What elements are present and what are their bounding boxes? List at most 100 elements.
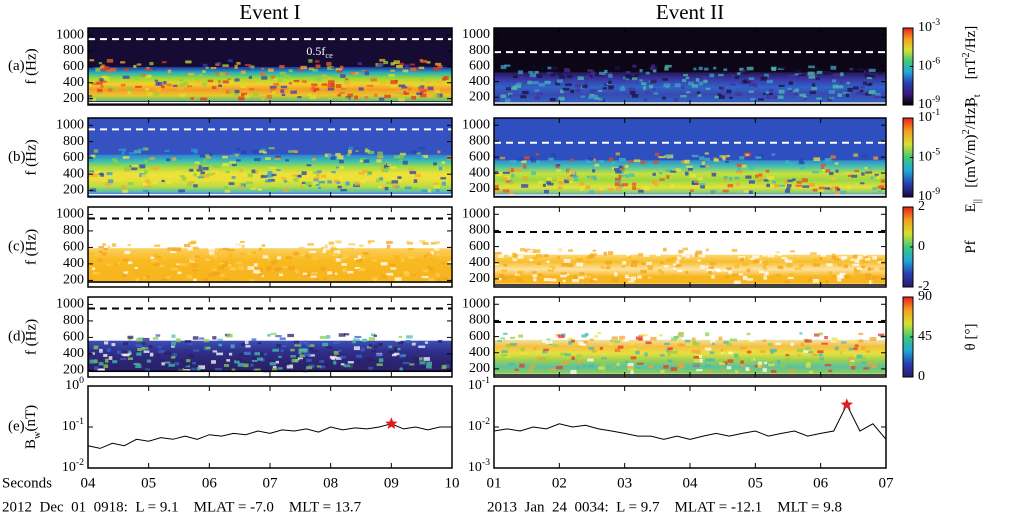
speckle (555, 164, 560, 169)
speckle (209, 254, 217, 259)
speckle (711, 342, 715, 346)
speckle (723, 68, 728, 72)
speckle (253, 263, 258, 267)
speckle (314, 180, 319, 184)
speckle (739, 81, 743, 85)
speckle (240, 85, 247, 89)
speckle (230, 267, 236, 271)
speckle (418, 146, 425, 150)
speckle (589, 279, 597, 283)
speckle (700, 247, 705, 251)
speckle (321, 247, 325, 250)
speckle (843, 264, 848, 269)
speckle (236, 159, 241, 162)
speckle (559, 75, 566, 79)
speckle (869, 82, 873, 86)
speckle (824, 364, 832, 367)
speckle (529, 73, 537, 78)
speckle (517, 157, 524, 161)
speckle (199, 173, 203, 177)
speckle (287, 333, 294, 338)
speckle (378, 185, 383, 189)
speckle (816, 70, 823, 74)
speckle (730, 338, 738, 342)
speckle (837, 277, 842, 282)
speckle (519, 75, 524, 80)
speckle (433, 184, 441, 189)
speckle (300, 184, 304, 189)
speckle (706, 268, 714, 273)
speckle (248, 65, 255, 69)
speckle (558, 334, 565, 339)
speckle (844, 275, 850, 279)
speckle (215, 367, 222, 372)
speckle (543, 254, 549, 258)
speckle (758, 361, 763, 365)
speckle (235, 335, 243, 340)
speckle (187, 341, 193, 346)
speckle (862, 81, 868, 85)
speckle (231, 176, 236, 179)
speckle (335, 153, 341, 157)
speckle (803, 349, 810, 353)
speckle (714, 95, 719, 99)
speckle (440, 262, 446, 265)
speckle (860, 182, 865, 185)
speckle (630, 356, 637, 360)
speckle (592, 249, 597, 252)
speckle (625, 74, 630, 78)
speckle (859, 89, 864, 93)
speckle (594, 335, 598, 338)
speckle (800, 166, 806, 170)
speckle (301, 171, 307, 176)
speckle (225, 67, 230, 71)
colorbar-label-part: E (963, 203, 979, 212)
speckle (98, 368, 106, 373)
speckle (500, 65, 507, 70)
speckle (743, 70, 750, 75)
speckle (218, 343, 223, 347)
speckle (563, 258, 571, 263)
speckle (663, 265, 669, 268)
speckle (122, 75, 130, 79)
speckle (247, 266, 255, 270)
speckle (440, 177, 447, 180)
speckle (626, 366, 633, 369)
speckle (676, 256, 681, 260)
speckle (247, 173, 254, 178)
speckle (731, 248, 738, 252)
speckle (874, 92, 881, 96)
speckle (228, 253, 233, 258)
speckle (333, 250, 341, 254)
speckle (815, 77, 820, 80)
speckle (703, 79, 708, 84)
speckle (418, 345, 426, 348)
speckle (799, 93, 806, 97)
speckle (494, 252, 502, 255)
speckle (423, 255, 428, 258)
speckle (251, 259, 258, 263)
speckle (711, 172, 717, 177)
footer: 2012 Dec 01 0918: L = 9.1 MLAT = -7.0 ML… (2, 499, 362, 515)
speckle (228, 161, 236, 164)
speckle (846, 172, 850, 175)
speckle (600, 369, 607, 374)
speckle (101, 64, 105, 67)
speckle (212, 350, 218, 353)
speckle (776, 275, 780, 279)
speckle (568, 340, 572, 345)
speckle (168, 363, 176, 367)
speckle (401, 258, 405, 263)
speckle (228, 182, 235, 185)
speckle (857, 255, 863, 260)
speckle (122, 148, 126, 152)
speckle (520, 95, 527, 99)
speckle (709, 351, 715, 355)
speckle (313, 257, 317, 260)
speckle (864, 73, 871, 77)
speckle (312, 171, 318, 175)
speckle (758, 270, 764, 274)
speckle (123, 271, 129, 274)
speckle (667, 352, 671, 357)
speckle (587, 157, 594, 161)
